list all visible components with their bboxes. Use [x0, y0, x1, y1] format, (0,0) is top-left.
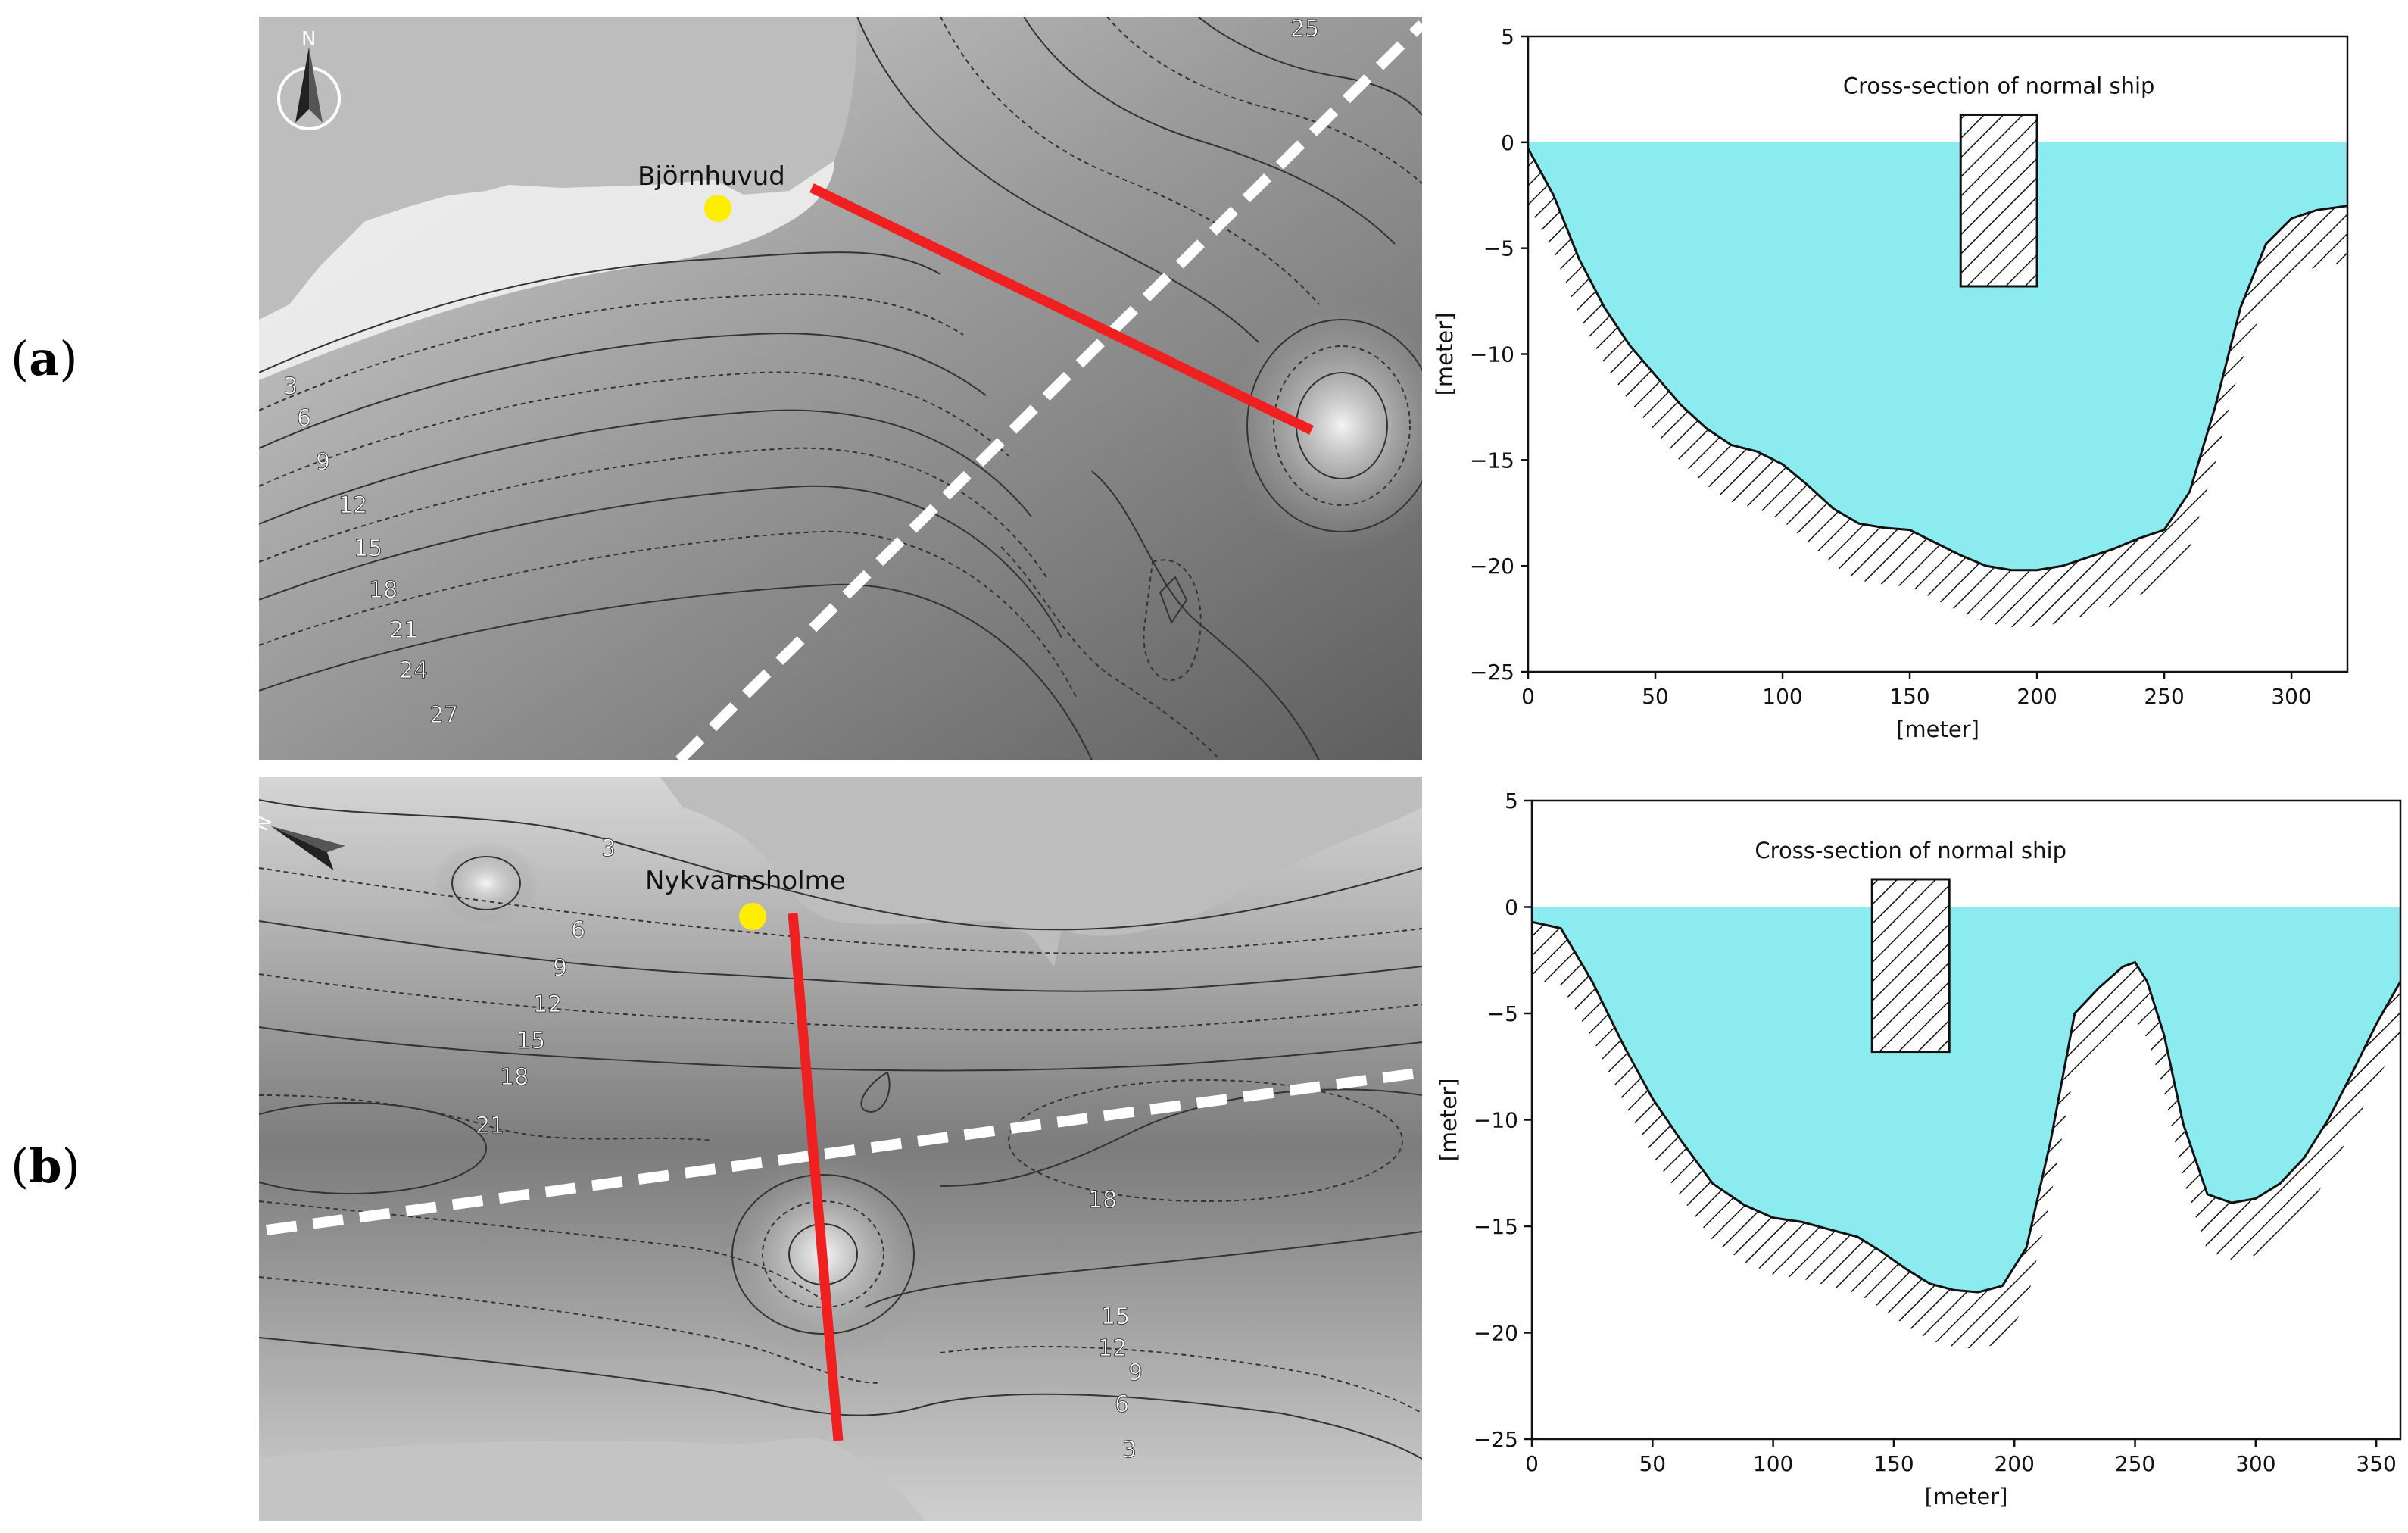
- contour-label: 3: [1122, 1437, 1137, 1463]
- transect-line: [809, 183, 1314, 435]
- shoal: [433, 841, 539, 925]
- seabed-hatch: [1532, 922, 2400, 1350]
- north-arrow-icon: N: [277, 28, 341, 130]
- cross-section-chart-b: Cross-section of normal ship 0 50 100 150 200…: [1424, 774, 2408, 1533]
- contour-label: 3: [601, 835, 616, 862]
- contour-labels: 3 6 9 12 15 18 21 18 15 12 9 6 3: [476, 835, 1143, 1464]
- land-area: [259, 1438, 925, 1521]
- place-marker: [704, 195, 731, 222]
- x-tick-label: 100: [1753, 1451, 1793, 1476]
- contour-label: 9: [1128, 1360, 1143, 1386]
- ship-annotation: Cross-section of normal ship: [1843, 73, 2155, 98]
- y-tick-label: −25: [1470, 660, 1514, 685]
- x-tick-label: 0: [1525, 1451, 1539, 1476]
- x-tick-label: 300: [2271, 684, 2311, 709]
- svg-text:N: N: [301, 28, 316, 51]
- y-tick-label: −20: [1470, 554, 1514, 579]
- cross-section-chart-a: Cross-section of normal ship 0 50 100 150 200…: [1424, 0, 2408, 757]
- x-tick-label: 200: [2017, 684, 2057, 709]
- y-tick-label: −5: [1483, 236, 1514, 261]
- contour-label: 12: [1098, 1335, 1127, 1362]
- place-name: Nykvarnsholme: [645, 866, 846, 896]
- y-tick-label: −15: [1470, 448, 1514, 473]
- y-tick-label: 0: [1505, 895, 1518, 920]
- y-tick-label: 5: [1501, 24, 1514, 49]
- y-tick-label: −10: [1470, 342, 1514, 367]
- ship-cross-section: [1959, 113, 2038, 288]
- contour-label: 15: [516, 1028, 545, 1054]
- y-tick-label: −10: [1474, 1108, 1518, 1133]
- contour-label: 6: [1115, 1391, 1129, 1418]
- water-area: [1532, 907, 2400, 1293]
- y-tick-label: −5: [1487, 1001, 1518, 1026]
- panel-label-a: (a): [11, 331, 78, 386]
- land-area: [259, 17, 857, 320]
- contour-label: 12: [338, 492, 367, 519]
- y-axis-label: [meter]: [1432, 313, 1458, 396]
- x-tick-label: 150: [1889, 684, 1929, 709]
- x-tick-label: 150: [1873, 1451, 1914, 1476]
- shipping-lane: [675, 20, 1422, 760]
- place-name: Björnhuvud: [638, 161, 785, 192]
- x-tick-label: 0: [1521, 684, 1535, 709]
- transect-line: [788, 913, 844, 1441]
- contour-label: 15: [1101, 1304, 1130, 1330]
- y-axis-label: [meter]: [1436, 1079, 1461, 1162]
- shore-shallows: [259, 161, 834, 380]
- contour-label: 21: [476, 1113, 504, 1139]
- shoal: [1221, 297, 1422, 554]
- ship-annotation: Cross-section of normal ship: [1755, 838, 2066, 863]
- plot-area: [1532, 878, 2400, 1350]
- seabed-line: [1532, 920, 2400, 1294]
- x-axis-label: [meter]: [1925, 1484, 2008, 1510]
- x-tick-label: 350: [2356, 1451, 2396, 1476]
- contour-label: 15: [354, 535, 382, 562]
- contour-label: 18: [1088, 1187, 1117, 1213]
- land-area: [660, 777, 1422, 966]
- contour-label: 12: [533, 991, 562, 1018]
- x-axis-label: [meter]: [1896, 717, 1979, 742]
- x-tick-label: 100: [1762, 684, 1802, 709]
- contour-label: 6: [297, 405, 311, 432]
- contour-label: 9: [553, 955, 567, 982]
- contour-label: 27: [429, 702, 458, 729]
- ship-cross-section: [1870, 878, 1951, 1054]
- contour-label: 9: [316, 449, 330, 476]
- y-tick-label: 0: [1501, 130, 1514, 155]
- contour-label: 24: [399, 657, 428, 684]
- x-tick-label: 250: [2115, 1451, 2155, 1476]
- contour-lines: [259, 799, 1422, 1460]
- x-tick-label: 50: [1639, 1451, 1666, 1476]
- x-tick-label: 50: [1642, 684, 1669, 709]
- y-tick-label: −20: [1474, 1321, 1518, 1346]
- contour-label: 6: [571, 917, 585, 944]
- shipping-lane: [266, 1067, 1422, 1235]
- contour-lines: [259, 17, 1422, 760]
- contour-label: 18: [369, 577, 398, 604]
- plot-area: [1528, 113, 2347, 627]
- x-tick-label: 250: [2144, 684, 2184, 709]
- bathymetry-map-a: 3 6 9 12 15 18 21 24 27 25 Björnhuvud N: [259, 17, 1422, 760]
- seabed-line: [1528, 148, 2347, 572]
- bathymetry-map-b: 3 6 9 12 15 18 21 18 15 12 9 6 3 Nykvarn…: [259, 777, 1422, 1521]
- y-tick-label: −25: [1474, 1427, 1518, 1452]
- y-tick-label: −15: [1474, 1214, 1518, 1239]
- x-tick-label: 200: [1994, 1451, 2034, 1476]
- contour-label: 21: [389, 617, 418, 644]
- water-area: [1528, 142, 2347, 570]
- panel-label-b: (b): [11, 1138, 80, 1194]
- contour-label: 18: [500, 1064, 529, 1091]
- place-marker: [739, 903, 766, 930]
- contour-labels: 3 6 9 12 15 18 21 24 27 25: [283, 17, 1320, 729]
- y-tick-label: 5: [1505, 788, 1518, 813]
- x-tick-label: 300: [2235, 1451, 2275, 1476]
- contour-label: 3: [283, 373, 298, 400]
- contour-label: 25: [1290, 17, 1319, 42]
